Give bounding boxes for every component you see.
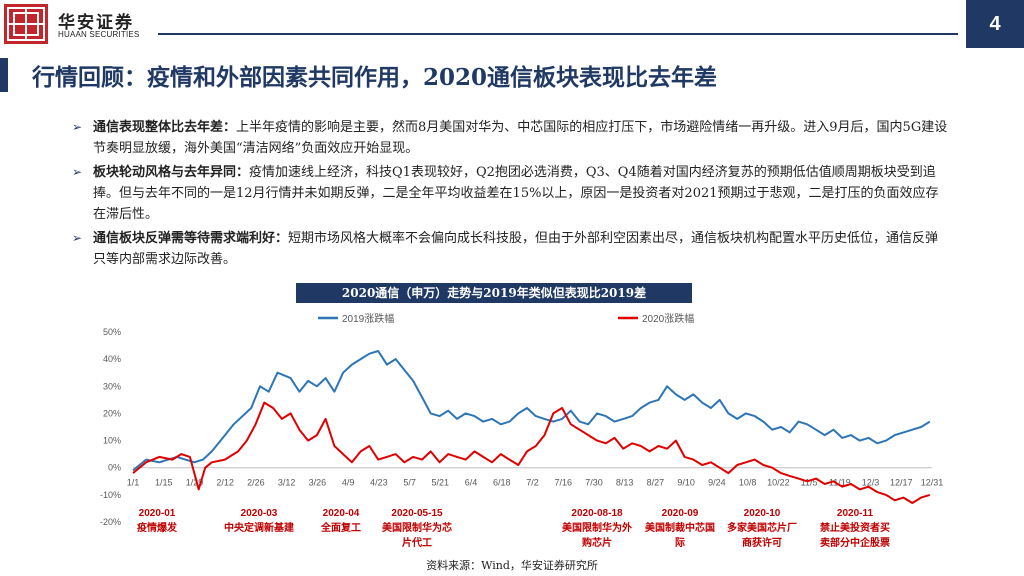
header-divider <box>158 33 958 35</box>
x-tick-label: 1/1 <box>127 478 140 488</box>
bullet-text: 疫情加速线上经济，科技Q1表现较好，Q2抱团必选消费，Q3、Q4随着对国内经济复… <box>93 165 939 222</box>
x-tick-label: 5/7 <box>403 478 416 488</box>
bullet-lead: 通信表现整体比去年差： <box>93 120 237 135</box>
legend-label: 2020涨跌幅 <box>642 312 694 325</box>
x-tick-label: 4/9 <box>342 478 355 488</box>
page-number: 4 <box>966 0 1024 48</box>
x-tick-label: 3/26 <box>309 478 327 488</box>
annotation-label: 疫情爆发 <box>137 521 178 534</box>
annotation-date: 2020-11 <box>837 508 874 519</box>
arrow-bullet-icon: ➢ <box>72 231 83 245</box>
series-line <box>132 350 931 472</box>
huaan-logo <box>4 4 48 44</box>
annotation-label: 美国制裁中芯国 <box>645 521 715 534</box>
annotation-label: 全面复工 <box>320 521 361 534</box>
x-tick-label: 8/13 <box>616 478 634 488</box>
annotation-date: 2020-05-15 <box>391 508 443 519</box>
annotation-date: 2020-03 <box>241 508 278 519</box>
x-tick-label: 4/23 <box>370 478 388 488</box>
series-line <box>132 401 931 504</box>
annotation-label-cont: 购芯片 <box>582 536 612 549</box>
annotation-label-cont: 际 <box>675 537 685 549</box>
bullet-text: 上半年疫情的影响是主要，然而8月美国对华为、中芯国际的相应打压下，市场避险情绪一… <box>93 120 948 156</box>
annotation-label: 美国限制华为外 <box>562 521 632 534</box>
title-accent-bar <box>0 58 8 92</box>
x-tick-label: 9/24 <box>708 478 726 488</box>
x-tick-label: 11/5 <box>801 478 818 488</box>
y-tick-label: -10% <box>100 490 121 500</box>
annotation-date: 2020-09 <box>662 508 699 519</box>
arrow-bullet-icon: ➢ <box>72 120 83 134</box>
x-tick-label: 12/3 <box>862 478 880 488</box>
bullet-lead: 板块轮动风格与去年异同： <box>93 165 250 180</box>
x-tick-label: 12/17 <box>890 478 913 488</box>
y-tick-label: -20% <box>100 517 121 527</box>
bullet-lead: 通信板块反弹需等待需求端利好： <box>93 231 289 246</box>
annotation-date: 2020-08-18 <box>571 508 623 519</box>
page-title: 行情回顾：疫情和外部因素共同作用，2020通信板块表现比去年差 <box>32 64 718 91</box>
x-tick-label: 7/16 <box>554 478 572 488</box>
annotation-label-cont: 卖部分中企股票 <box>820 536 890 549</box>
x-tick-label: 2/12 <box>216 478 234 488</box>
y-tick-label: 20% <box>103 408 121 418</box>
y-tick-label: 30% <box>103 381 121 391</box>
x-tick-label: 11/19 <box>829 478 851 488</box>
annotation-label-cont: 片代工 <box>402 536 432 549</box>
annotation-label-cont: 商获许可 <box>742 536 782 549</box>
x-tick-label: 12/31 <box>921 478 944 488</box>
annotation-label: 多家美国芯片厂 <box>727 521 797 534</box>
x-tick-label: 6/18 <box>493 478 511 488</box>
legend-label: 2019涨跌幅 <box>342 312 394 325</box>
chart-title: 2020通信（申万）走势与2019年类似但表现比2019差 <box>296 283 692 303</box>
annotation-label: 中央定调新基建 <box>224 521 295 534</box>
huaan-logo-mark <box>7 7 45 41</box>
x-tick-label: 7/30 <box>585 478 603 488</box>
y-tick-label: 50% <box>103 327 121 337</box>
x-tick-label: 2/26 <box>247 478 265 488</box>
annotation-date: 2020-10 <box>744 508 781 519</box>
y-tick-label: 10% <box>103 436 121 446</box>
brand-name-en: HUAAN SECURITIES <box>58 30 140 39</box>
annotation-label: 禁止美投资者买 <box>819 521 890 534</box>
y-tick-label: 0% <box>108 463 121 473</box>
bullet-item: ➢ 通信表现整体比去年差：上半年疫情的影响是主要，然而8月美国对华为、中芯国际的… <box>72 117 948 159</box>
arrow-bullet-icon: ➢ <box>72 165 83 179</box>
x-tick-label: 8/27 <box>647 478 665 488</box>
source-note: 资料来源：Wind，华安证券研究所 <box>426 559 598 572</box>
x-tick-label: 10/22 <box>767 478 790 488</box>
annotation-date: 2020-01 <box>139 508 176 519</box>
annotation-label: 美国限制华为芯 <box>382 521 452 534</box>
x-tick-label: 1/15 <box>155 478 173 488</box>
x-tick-label: 1/29 <box>186 478 204 488</box>
x-tick-label: 3/12 <box>278 478 296 488</box>
bullet-item: ➢ 通信板块反弹需等待需求端利好：短期市场风格大概率不会偏向成长科技股，但由于外… <box>72 228 948 270</box>
bullet-item: ➢ 板块轮动风格与去年异同：疫情加速线上经济，科技Q1表现较好，Q2抱团必选消费… <box>72 162 948 225</box>
bullet-list: ➢ 通信表现整体比去年差：上半年疫情的影响是主要，然而8月美国对华为、中芯国际的… <box>72 117 948 273</box>
x-tick-label: 7/2 <box>526 478 539 488</box>
brand-name-cn: 华安证券 <box>58 13 134 33</box>
bullet-text: 短期市场风格大概率不会偏向成长科技股，但由于外部利空因素出尽，通信板块机构配置水… <box>93 231 939 267</box>
x-tick-label: 6/4 <box>465 478 478 488</box>
annotation-date: 2020-04 <box>323 508 360 519</box>
x-tick-label: 9/10 <box>677 478 695 488</box>
x-tick-label: 5/21 <box>432 478 450 488</box>
y-tick-label: 40% <box>103 354 121 364</box>
x-tick-label: 10/8 <box>739 478 757 488</box>
